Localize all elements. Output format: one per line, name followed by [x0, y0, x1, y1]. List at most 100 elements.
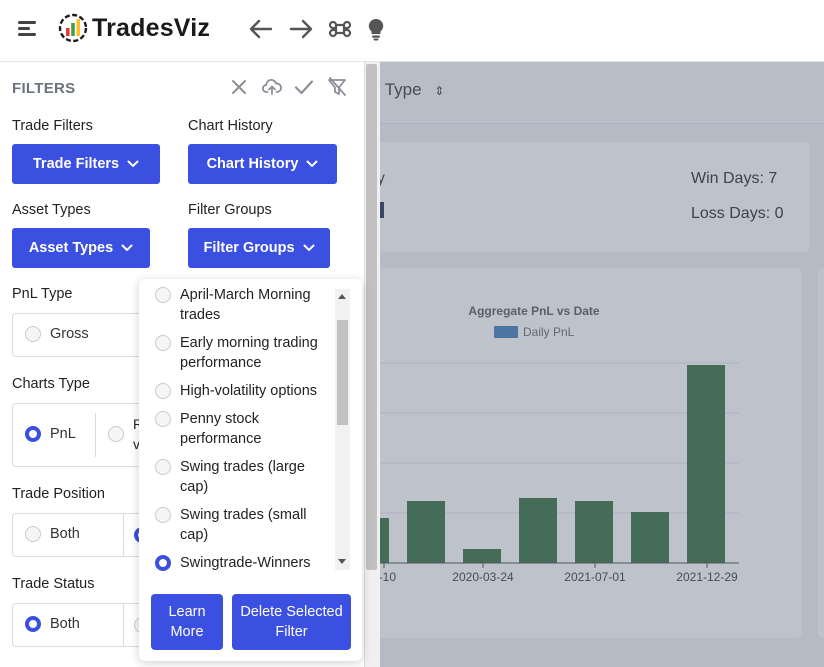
filter-group-label: Swingtrade-Winners: [180, 555, 311, 571]
radio-button[interactable]: [155, 507, 171, 523]
trade-position-both-label: Both: [50, 526, 80, 542]
x-tick-label: 2021-07-01: [564, 570, 626, 584]
radio-button[interactable]: [155, 411, 171, 427]
chart-history-button-label: Chart History: [206, 156, 299, 172]
win-days-stat: Win Days: 7: [691, 170, 778, 187]
chevron-down-icon: [127, 160, 139, 167]
modal-overlay[interactable]: [364, 62, 824, 667]
trade-position-label: Trade Position: [12, 486, 105, 502]
filter-group-item-selected[interactable]: Swingtrade-Winners: [155, 553, 325, 571]
trade-position-both-option[interactable]: Both: [25, 526, 80, 542]
delete-selected-filter-label: Delete Selected Filter: [240, 604, 343, 640]
filter-group-label: Swing trades (large cap): [180, 459, 305, 495]
filter-group-item[interactable]: Penny stock performance: [155, 409, 325, 449]
filter-group-item[interactable]: Early morning trading performance: [155, 333, 325, 373]
radio-button[interactable]: [155, 459, 171, 475]
cloud-upload-icon[interactable]: [262, 77, 282, 97]
chevron-down-icon: [306, 160, 318, 167]
app-logo[interactable]: TradesViz: [58, 12, 210, 44]
scroll-up-arrow-icon[interactable]: [338, 294, 346, 299]
lightbulb-icon[interactable]: [362, 16, 390, 42]
dropdown-scrollbar-thumb[interactable]: [337, 320, 348, 425]
radio-button-selected[interactable]: [155, 555, 171, 571]
charts-type-pnl-option[interactable]: PnL: [25, 426, 76, 442]
radio-button[interactable]: [108, 426, 124, 442]
chart-bar[interactable]: [575, 501, 613, 563]
forward-arrow-icon[interactable]: [287, 16, 315, 42]
filter-groups-button[interactable]: Filter Groups: [188, 228, 330, 268]
chart-bar[interactable]: [687, 365, 725, 563]
radio-button-selected[interactable]: [25, 426, 41, 442]
asset-types-label: Asset Types: [12, 202, 91, 218]
radio-button[interactable]: [25, 326, 41, 342]
chart-bar[interactable]: [519, 498, 557, 563]
charts-type-r-option[interactable]: [108, 426, 133, 442]
radio-button[interactable]: [155, 335, 171, 351]
filter-group-label: Swing trades (small cap): [180, 507, 307, 543]
pnl-type-label: PnL Type: [12, 286, 73, 302]
chart-title: Aggregate PnL vs Date: [468, 304, 599, 318]
filter-groups-button-label: Filter Groups: [203, 240, 295, 256]
top-bar: TradesViz: [0, 0, 824, 62]
trade-filters-label: Trade Filters: [12, 118, 93, 134]
chart-bar[interactable]: [463, 549, 501, 563]
view-type-label: w Type: [368, 80, 422, 99]
trade-status-both-label: Both: [50, 616, 80, 632]
close-icon[interactable]: [229, 77, 249, 97]
filter-group-label: Early morning trading performance: [180, 335, 318, 371]
pnl-type-gross-label: Gross: [50, 326, 89, 342]
loss-days-stat: Loss Days: 0: [691, 205, 784, 222]
charts-type-r-label-line2: v: [133, 436, 140, 452]
filter-groups-label: Filter Groups: [188, 202, 272, 218]
radio-button[interactable]: [25, 526, 41, 542]
back-arrow-icon[interactable]: [247, 16, 275, 42]
filter-group-label: Penny stock performance: [180, 411, 262, 447]
trade-filters-button[interactable]: Trade Filters: [12, 144, 160, 184]
filter-groups-list: April-March Morning trades Early morning…: [139, 285, 335, 571]
legend-label: Daily PnL: [523, 325, 575, 339]
chart-history-button[interactable]: Chart History: [188, 144, 337, 184]
charts-type-label: Charts Type: [12, 376, 90, 392]
filter-group-item[interactable]: Swing trades (small cap): [155, 505, 325, 545]
x-tick-label: 2020-03-24: [452, 570, 514, 584]
charts-type-pnl-label: PnL: [50, 426, 76, 442]
divider: [95, 413, 96, 457]
scroll-down-arrow-icon[interactable]: [338, 559, 346, 564]
legend-swatch: [494, 326, 518, 338]
divider: [123, 513, 124, 557]
chevron-down-icon: [303, 244, 315, 251]
clear-filter-icon[interactable]: [327, 77, 347, 97]
sort-icon: ⇕: [434, 84, 445, 98]
filter-group-label: High-volatility options: [180, 383, 318, 399]
chart-card: [364, 268, 802, 638]
filter-group-item[interactable]: Swing trades (large cap): [155, 457, 325, 497]
panel-scrollbar-thumb[interactable]: [366, 64, 377, 570]
chart-bar[interactable]: [407, 501, 445, 563]
charts-type-r-label: R: [133, 416, 143, 432]
asset-types-button[interactable]: Asset Types: [12, 228, 150, 268]
check-icon[interactable]: [294, 77, 314, 97]
learn-more-button[interactable]: Learn More: [151, 594, 223, 650]
stats-card: [364, 142, 810, 252]
radio-button-selected[interactable]: [25, 616, 41, 632]
pnl-chart: Aggregate PnL vs Date Daily PnL 4-10 2020…: [364, 304, 739, 584]
filters-title: FILTERS: [12, 80, 76, 97]
chevron-down-icon: [121, 244, 133, 251]
chart-card-secondary: [818, 268, 824, 638]
pnl-type-gross-option[interactable]: Gross: [25, 326, 89, 342]
filter-group-item[interactable]: High-volatility options: [155, 381, 325, 401]
filter-group-item[interactable]: April-March Morning trades: [155, 285, 325, 325]
chart-history-label: Chart History: [188, 118, 273, 134]
radio-button[interactable]: [155, 383, 171, 399]
tradesviz-logo-icon: [58, 13, 88, 43]
trade-status-both-option[interactable]: Both: [25, 616, 80, 632]
delete-selected-filter-button[interactable]: Delete Selected Filter: [232, 594, 351, 650]
learn-more-label: Learn More: [168, 604, 206, 640]
chart-bar[interactable]: [631, 512, 669, 563]
asset-types-button-label: Asset Types: [28, 240, 114, 256]
view-type-selector[interactable]: w Type ⇕: [368, 80, 444, 100]
sub-header: [364, 62, 824, 124]
hamburger-icon[interactable]: [18, 19, 40, 39]
radio-button[interactable]: [155, 287, 171, 303]
command-icon[interactable]: [326, 16, 354, 42]
